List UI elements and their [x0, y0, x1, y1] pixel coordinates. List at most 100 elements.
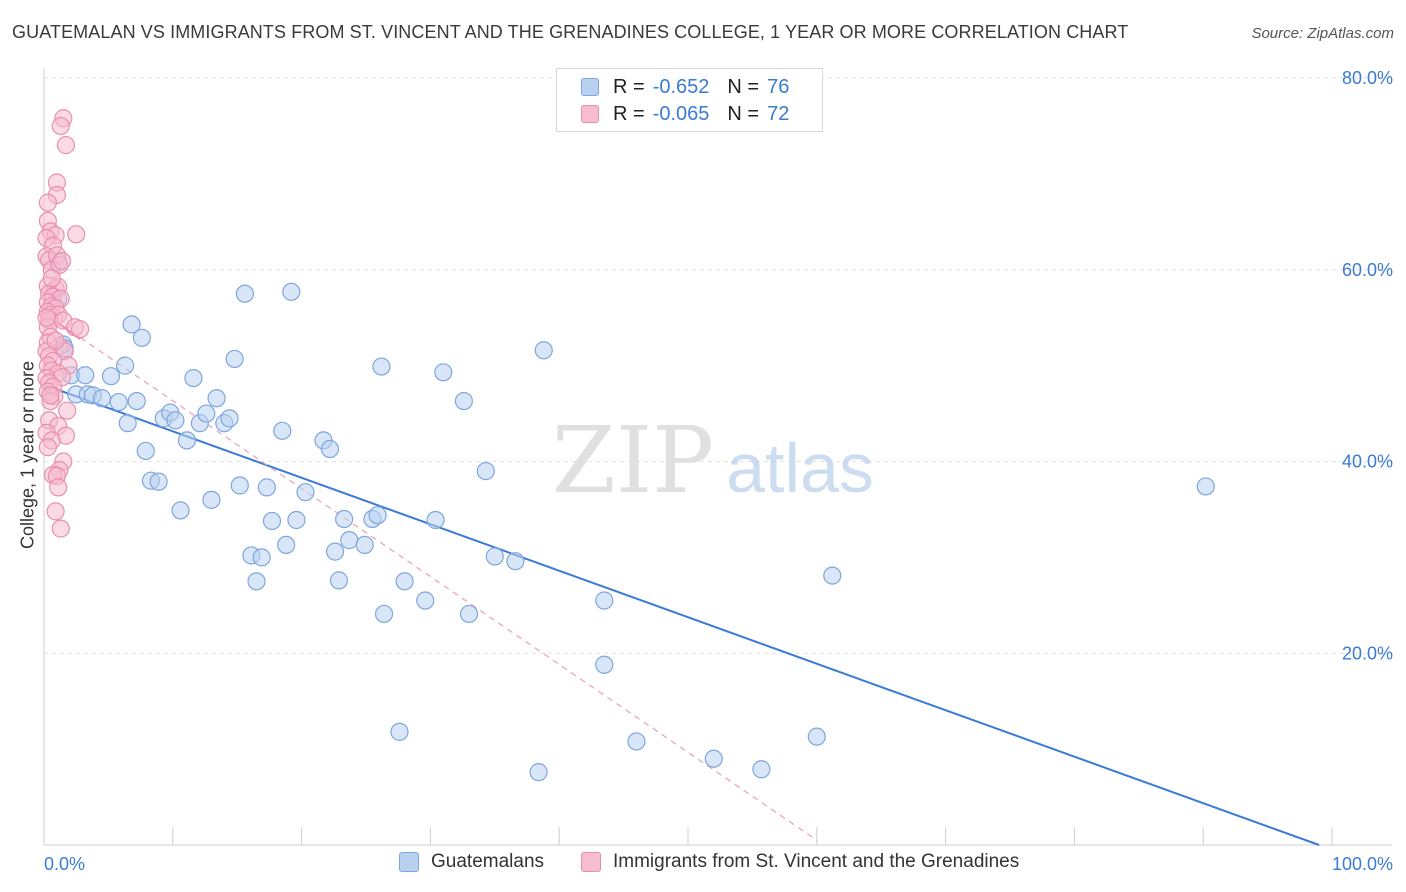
series-legend: Guatemalans Immigrants from St. Vincent …: [0, 851, 1406, 879]
trendline-guatemalans: [43, 383, 1320, 846]
data-point: [67, 225, 86, 244]
data-point: [132, 328, 151, 347]
series-immigrants: [37, 109, 90, 538]
trend-layer: [43, 312, 1320, 846]
y-tick-label: 20.0%: [1342, 643, 1393, 663]
y-tick-label: 60.0%: [1342, 260, 1393, 280]
data-point: [41, 386, 60, 405]
data-point: [230, 476, 249, 495]
data-point: [752, 760, 771, 779]
data-point: [823, 566, 842, 585]
legend-swatch-pink: [581, 852, 601, 872]
data-point: [101, 367, 121, 386]
data-point: [197, 404, 216, 423]
data-point: [807, 727, 826, 746]
legend-item-guatemalans: Guatemalans: [399, 851, 544, 873]
data-point: [476, 461, 495, 481]
stats-row-guatemalans: R = -0.652 N = 76: [557, 74, 789, 100]
data-point: [220, 409, 239, 428]
data-point: [56, 136, 75, 155]
data-point: [329, 571, 349, 590]
x-tick-label: 100.0%: [1332, 854, 1393, 874]
watermark-atlas: atlas: [726, 429, 874, 507]
data-point: [355, 535, 374, 555]
data-point: [372, 357, 391, 376]
data-point: [49, 478, 68, 497]
legend-label: Guatemalans: [431, 851, 545, 872]
data-point: [529, 763, 548, 782]
data-point: [207, 389, 226, 408]
data-point: [277, 535, 296, 555]
data-point: [92, 389, 112, 408]
data-point: [149, 472, 168, 491]
y-tick-label: 40.0%: [1342, 452, 1393, 472]
data-point: [1196, 477, 1215, 496]
data-point: [76, 366, 95, 385]
data-point: [136, 441, 155, 461]
data-point: [252, 548, 271, 567]
chart-title: GUATEMALAN VS IMMIGRANTS FROM ST. VINCEN…: [12, 22, 1129, 42]
series-guatemalans: [49, 252, 1215, 782]
data-point: [374, 604, 394, 624]
r-value: -0.652: [652, 75, 710, 98]
data-point: [434, 363, 453, 382]
data-point: [118, 414, 137, 433]
data-point: [335, 509, 354, 529]
data-point: [247, 572, 266, 591]
data-point: [122, 315, 141, 334]
data-point: [127, 391, 146, 411]
data-point: [296, 483, 315, 502]
watermark-zip: ZIP: [552, 407, 714, 514]
legend-swatch-blue: [581, 78, 599, 96]
data-point: [627, 732, 646, 751]
tick-labels: 20.0% 40.0% 60.0% 80.0% 0.0% 100.0%: [44, 68, 1393, 874]
data-point: [273, 421, 292, 440]
data-point: [166, 411, 185, 430]
data-point: [368, 506, 387, 525]
n-value: 72: [767, 102, 790, 125]
n-label: N =: [727, 102, 760, 125]
stats-legend: R = -0.652 N = 76 R = -0.065 N = 72: [556, 68, 823, 132]
data-point: [534, 341, 553, 360]
data-point: [340, 531, 359, 550]
r-label: R =: [613, 75, 645, 98]
data-point: [52, 252, 72, 271]
data-point: [58, 401, 77, 420]
data-point: [282, 282, 301, 301]
data-point: [38, 193, 57, 212]
data-point: [416, 591, 435, 610]
data-point: [426, 510, 445, 530]
x-tick-label: 0.0%: [44, 854, 85, 874]
data-point: [235, 284, 255, 303]
data-point: [46, 502, 65, 521]
data-point: [485, 547, 504, 566]
r-label: R =: [613, 102, 645, 125]
data-point: [595, 655, 614, 674]
data-point: [51, 116, 70, 136]
data-point: [70, 320, 90, 339]
data-point: [390, 722, 409, 741]
data-point: [37, 308, 56, 327]
data-point: [171, 501, 190, 520]
points-layer: [37, 109, 1215, 782]
stats-row-immigrants: R = -0.065 N = 72: [557, 101, 789, 127]
data-point: [595, 591, 614, 610]
data-point: [202, 490, 221, 509]
watermark: ZIP atlas: [552, 407, 874, 514]
data-point: [395, 572, 414, 591]
axes-layer: [43, 68, 1392, 846]
data-point: [225, 349, 244, 369]
data-point: [459, 604, 479, 624]
source-label: Source: ZipAtlas.com: [1251, 25, 1394, 42]
data-point: [704, 749, 723, 768]
grid-layer: [44, 77, 1392, 654]
data-point: [42, 269, 61, 288]
data-point: [262, 511, 282, 531]
data-point: [38, 438, 57, 457]
y-axis-title: College, 1 year or more: [17, 360, 38, 550]
data-point: [325, 542, 345, 561]
r-value: -0.065: [652, 102, 710, 125]
y-tick-label: 80.0%: [1342, 68, 1393, 88]
data-point: [506, 552, 525, 571]
